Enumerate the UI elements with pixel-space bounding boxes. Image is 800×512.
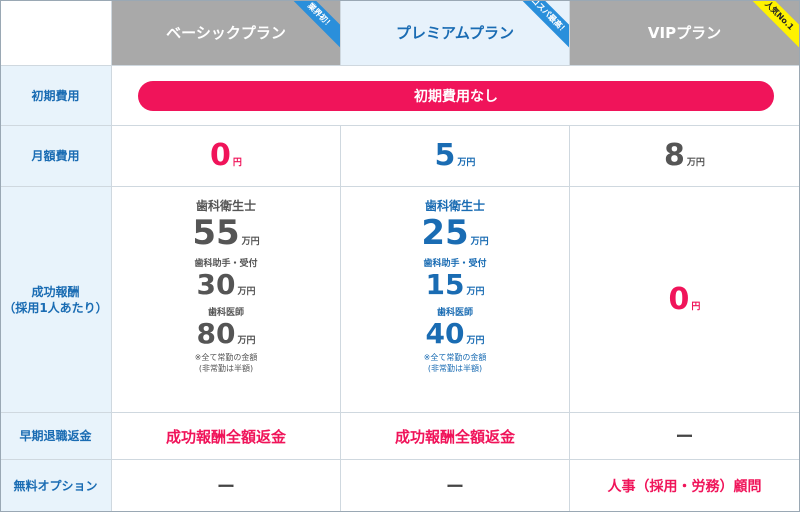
success-basic: 歯科衛生士 55 万円 歯科助手・受付 30 万円 歯科医師 80 万円 ※全て… bbox=[112, 187, 341, 413]
success-premium-note: ※全て常勤の金額 (非常勤は半額) bbox=[424, 352, 487, 374]
success-premium-assistant-unit: 万円 bbox=[466, 287, 485, 297]
ribbon-premium: コスパ最高！ bbox=[513, 0, 569, 52]
refund-premium: 成功報酬全額返金 bbox=[341, 413, 570, 460]
plan-name-premium: プレミアムプラン bbox=[395, 24, 515, 42]
initial-fee-text: 初期費用なし bbox=[414, 88, 498, 105]
success-basic-assistant-unit: 万円 bbox=[237, 287, 256, 297]
refund-vip-dash: ー bbox=[675, 427, 694, 448]
success-basic-dentist-amount: 80 bbox=[196, 317, 236, 350]
plan-header-basic: ベーシックプラン 業界初！ bbox=[112, 0, 341, 66]
row-label-success-line2: （採用1人あたり） bbox=[3, 300, 108, 315]
options-basic-dash: ー bbox=[217, 476, 235, 498]
options-premium-dash: ー bbox=[446, 476, 464, 498]
row-label-initial-text: 初期費用 bbox=[31, 88, 80, 103]
row-label-refund-text: 早期退職返金 bbox=[19, 429, 92, 443]
success-vip-amount: 0 bbox=[668, 281, 690, 317]
success-basic-assistant-amount: 30 bbox=[196, 268, 236, 301]
success-vip: 0 円 bbox=[570, 187, 800, 413]
options-vip-text: 人事（採用・労務）顧問 bbox=[607, 478, 762, 495]
plan-name-vip: VIPプラン bbox=[647, 24, 722, 42]
success-premium-dentist-label: 歯科医師 bbox=[436, 308, 473, 318]
row-label-initial: 初期費用 bbox=[0, 66, 112, 126]
success-basic-assistant-label: 歯科助手・受付 bbox=[194, 259, 258, 269]
success-premium-hygienist-unit: 万円 bbox=[470, 237, 489, 247]
monthly-basic-unit: 円 bbox=[232, 158, 242, 168]
success-premium-note-line1: ※全て常勤の金額 bbox=[423, 353, 487, 362]
row-label-options-text: 無料オプション bbox=[13, 478, 98, 493]
row-label-success-line1: 成功報酬 bbox=[31, 284, 80, 299]
success-premium-assistant-label: 歯科助手・受付 bbox=[423, 259, 487, 269]
success-basic-note-line2: (非常勤は半額) bbox=[198, 364, 254, 373]
plan-name-basic: ベーシックプラン bbox=[166, 24, 286, 42]
success-basic-dentist-unit: 万円 bbox=[237, 336, 256, 346]
initial-fee-banner: 初期費用なし bbox=[138, 80, 774, 111]
monthly-vip: 8 万円 bbox=[570, 126, 800, 187]
options-basic: ー bbox=[112, 460, 341, 512]
success-premium: 歯科衛生士 25 万円 歯科助手・受付 15 万円 歯科医師 40 万円 ※全て… bbox=[341, 187, 570, 413]
success-basic-hygienist-label: 歯科衛生士 bbox=[195, 199, 256, 213]
table-corner bbox=[0, 0, 112, 66]
options-vip: 人事（採用・労務）顧問 bbox=[570, 460, 800, 512]
refund-vip: ー bbox=[570, 413, 800, 460]
row-label-monthly-text: 月額費用 bbox=[31, 149, 80, 163]
plan-header-premium: プレミアムプラン コスパ最高！ bbox=[341, 0, 570, 66]
success-premium-note-line2: (非常勤は半額) bbox=[427, 364, 483, 373]
monthly-basic-amount: 0 bbox=[210, 138, 231, 173]
row-label-monthly: 月額費用 bbox=[0, 126, 112, 187]
success-premium-hygienist-label: 歯科衛生士 bbox=[424, 199, 485, 213]
monthly-premium-unit: 万円 bbox=[457, 158, 476, 168]
plan-header-vip: VIPプラン 人気No.1 bbox=[570, 0, 800, 66]
ribbon-basic: 業界初！ bbox=[284, 0, 340, 52]
options-premium: ー bbox=[341, 460, 570, 512]
success-vip-unit: 円 bbox=[691, 301, 701, 312]
success-premium-assistant-amount: 15 bbox=[425, 268, 465, 301]
monthly-basic: 0 円 bbox=[112, 126, 341, 187]
ribbon-vip: 人気No.1 bbox=[743, 0, 799, 52]
success-basic-hygienist-unit: 万円 bbox=[241, 237, 260, 247]
monthly-premium-amount: 5 bbox=[434, 138, 456, 173]
success-basic-hygienist-amount: 55 bbox=[192, 213, 240, 253]
monthly-vip-amount: 8 bbox=[664, 138, 685, 173]
refund-basic: 成功報酬全額返金 bbox=[112, 413, 341, 460]
refund-basic-text: 成功報酬全額返金 bbox=[165, 427, 286, 446]
success-premium-dentist-amount: 40 bbox=[425, 317, 465, 350]
success-premium-hygienist-amount: 25 bbox=[421, 213, 469, 253]
row-label-options: 無料オプション bbox=[0, 460, 112, 512]
row-label-refund: 早期退職返金 bbox=[0, 413, 112, 460]
refund-premium-text: 成功報酬全額返金 bbox=[394, 427, 515, 446]
monthly-vip-unit: 万円 bbox=[686, 158, 705, 168]
monthly-premium: 5 万円 bbox=[341, 126, 570, 187]
row-label-success: 成功報酬 （採用1人あたり） bbox=[0, 187, 112, 413]
success-premium-dentist-unit: 万円 bbox=[466, 336, 485, 346]
success-basic-note: ※全て常勤の金額 (非常勤は半額) bbox=[195, 352, 258, 374]
initial-fee-cell: 初期費用なし bbox=[112, 66, 800, 126]
success-basic-dentist-label: 歯科医師 bbox=[207, 308, 244, 318]
success-basic-note-line1: ※全て常勤の金額 bbox=[194, 353, 258, 362]
